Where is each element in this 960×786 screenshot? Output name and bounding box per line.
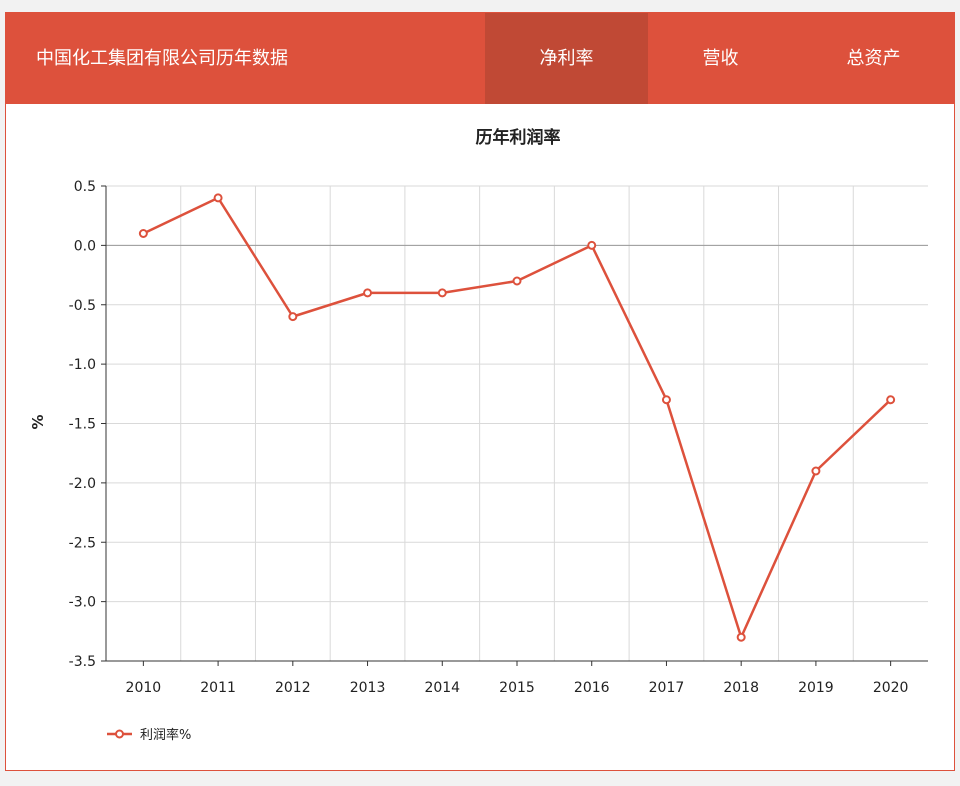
data-point [587,240,597,250]
legend-marker [115,729,124,739]
y-tick-label: -1.0 [69,357,96,373]
data-point [363,288,373,298]
x-tick-label: 2019 [798,680,834,696]
y-tick-label: -0.5 [69,298,96,314]
chart-panel: 中国化工集团有限公司历年数据 净利率 营收 总资产 历年利润率 % 0.5 0.0… [5,12,955,771]
x-tick-label: 2013 [350,680,386,696]
data-point [886,395,896,405]
x-tick-label: 2020 [873,680,909,696]
data-point [138,229,148,238]
x-tick-label: 2012 [275,680,311,696]
legend[interactable]: 利润率% [107,727,191,743]
y-tick-label: -3.0 [69,595,96,611]
tab-net-margin[interactable]: 净利率 [485,13,648,104]
x-tick-label: 2015 [499,680,535,696]
x-tick-label: 2011 [200,680,236,696]
x-tick-label: 2017 [649,680,685,696]
legend-label: 利润率% [140,727,191,743]
data-point [661,395,671,405]
x-tick-label: 2014 [424,680,460,696]
data-point [736,632,746,642]
y-axis-label: % [29,414,47,429]
tab-revenue[interactable]: 营收 [702,48,739,69]
y-tick-label: 0.5 [74,179,96,195]
data-point [512,276,522,286]
chart-title: 历年利润率 [476,127,561,148]
y-tick-label: -1.5 [69,417,96,433]
chart-area: 历年利润率 % 0.5 0.0 -0.5 -1.0 -1.5 -2.0 -2.5 -3.0 -3… [6,104,954,774]
y-tick-label: -3.5 [69,654,96,670]
company-title: 中国化工集团有限公司历年数据 [36,48,288,69]
data-point [213,193,223,203]
y-tick-label: 0.0 [74,238,96,254]
header-bar: 中国化工集团有限公司历年数据 净利率 营收 总资产 [6,13,954,104]
x-tick-label: 2016 [574,680,610,696]
axes: 0.5 0.0 -0.5 -1.0 -1.5 -2.0 -2.5 -3.0 -3.5 2010 20… [69,179,928,696]
y-tick-label: -2.0 [69,476,96,492]
data-point [437,288,447,298]
line-chart: 历年利润率 % 0.5 0.0 -0.5 -1.0 -1.5 -2.0 -2.5 -3.0 -3… [29,127,928,743]
data-point [288,312,298,322]
y-tick-label: -2.5 [69,535,96,551]
grid-lines [106,185,928,662]
x-tick-label: 2010 [126,680,162,696]
tab-total-assets[interactable]: 总资产 [846,48,901,69]
data-point [811,466,821,476]
x-tick-label: 2018 [723,680,759,696]
series-plot [138,193,896,642]
